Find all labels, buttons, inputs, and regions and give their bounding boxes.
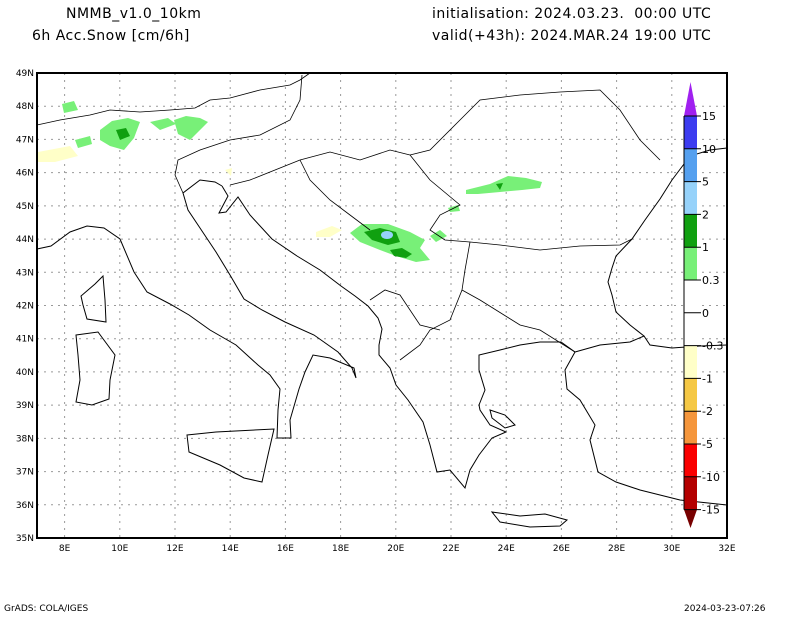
colorbar-label: 1 [702, 241, 709, 254]
lat-tick-label: 46N [16, 169, 34, 179]
lat-tick-label: 41N [16, 335, 34, 345]
colorbar-segment [684, 247, 697, 280]
coastlines [36, 147, 728, 528]
colorbar-label: -5 [702, 438, 713, 451]
lon-tick-label: 32E [718, 544, 735, 554]
sicily [186, 428, 275, 483]
init-time: initialisation: 2024.03.23. 00:00 UTC [432, 6, 712, 22]
lon-tick-label: 20E [387, 544, 404, 554]
colorbar-label: 0 [702, 307, 709, 320]
colorbar-label: -10 [702, 471, 720, 484]
lat-tick-label: 35N [16, 534, 34, 544]
colorbar-label: 15 [702, 110, 716, 123]
lon-tick-label: 10E [111, 544, 128, 554]
lon-tick-label: 28E [608, 544, 625, 554]
colorbar-label: 5 [702, 176, 709, 189]
colorbar-bottom-tip [684, 509, 697, 528]
colorbar-segment [684, 378, 697, 412]
lon-tick-label: 26E [553, 544, 570, 554]
colorbar-segment [684, 312, 697, 346]
colorbar-segment [684, 181, 697, 215]
colorbar-label: -2 [702, 405, 713, 418]
lat-tick-label: 42N [16, 302, 34, 312]
lon-tick-label: 30E [663, 544, 680, 554]
corsica [80, 274, 107, 323]
snow-area-heavy [381, 231, 393, 239]
lat-tick-label: 44N [16, 235, 34, 245]
lon-tick-label: 24E [498, 544, 515, 554]
lat-tick-label: 45N [16, 202, 34, 212]
borders [36, 72, 661, 361]
lon-tick-label: 22E [442, 544, 459, 554]
colorbar-segment [684, 345, 697, 379]
lat-tick-label: 36N [16, 501, 34, 511]
italy-coast [36, 179, 357, 439]
lat-tick-label: 47N [16, 135, 34, 145]
colorbar: 15 10 5 2 1 0.3 0 -0.3 -1 -2 -5 -10 -15 [683, 82, 723, 528]
crete [490, 511, 569, 528]
field-title: 6h Acc.Snow [cm/6h] [32, 28, 190, 44]
lat-tick-label: 39N [16, 401, 34, 411]
snow-area-light [62, 101, 542, 262]
snow-melt-area [38, 146, 342, 237]
footer-credit: GrADS: COLA/IGES [4, 604, 89, 614]
footer-timestamp: 2024-03-23-07:26 [684, 604, 766, 614]
colorbar-label: 10 [702, 143, 716, 156]
lon-tick-label: 16E [277, 544, 294, 554]
colorbar-segment [684, 280, 697, 313]
colorbar-label: -0.3 [702, 340, 723, 353]
lon-tick-label: 18E [332, 544, 349, 554]
lat-tick-label: 38N [16, 434, 34, 444]
map-frame [36, 72, 728, 539]
lat-tick-label: 37N [16, 468, 34, 478]
lat-tick-label: 40N [16, 368, 34, 378]
balkan-coast [218, 185, 728, 506]
sardinia [75, 331, 116, 406]
lat-tick-label: 43N [16, 268, 34, 278]
gridlines [37, 73, 727, 538]
colorbar-segment [684, 214, 697, 248]
axis-labels: 35N 36N 37N 38N 39N 40N 41N 42N 43N 44N 45N 46N 47N 4… [16, 69, 736, 554]
evia [489, 409, 516, 429]
colorbar-segment [684, 148, 697, 182]
colorbar-segment [684, 116, 697, 149]
lat-tick-label: 49N [16, 69, 34, 79]
snow-areas [38, 101, 542, 262]
lon-tick-label: 12E [166, 544, 183, 554]
colorbar-segment [684, 476, 697, 510]
colorbar-label: -1 [702, 372, 713, 385]
colorbar-segment [684, 411, 697, 444]
snow-area-medium [116, 128, 503, 258]
colorbar-label: -15 [702, 504, 720, 517]
colorbar-top-tip [684, 82, 697, 116]
lon-tick-label: 8E [59, 544, 71, 554]
lat-tick-label: 48N [16, 102, 34, 112]
valid-time: valid(+43h): 2024.MAR.24 19:00 UTC [432, 28, 712, 44]
colorbar-label: 0.3 [702, 274, 720, 287]
colorbar-segment [684, 444, 697, 477]
lon-tick-label: 14E [222, 544, 239, 554]
colorbar-label: 2 [702, 208, 709, 221]
model-title: NMMB_v1.0_10km [66, 6, 202, 22]
